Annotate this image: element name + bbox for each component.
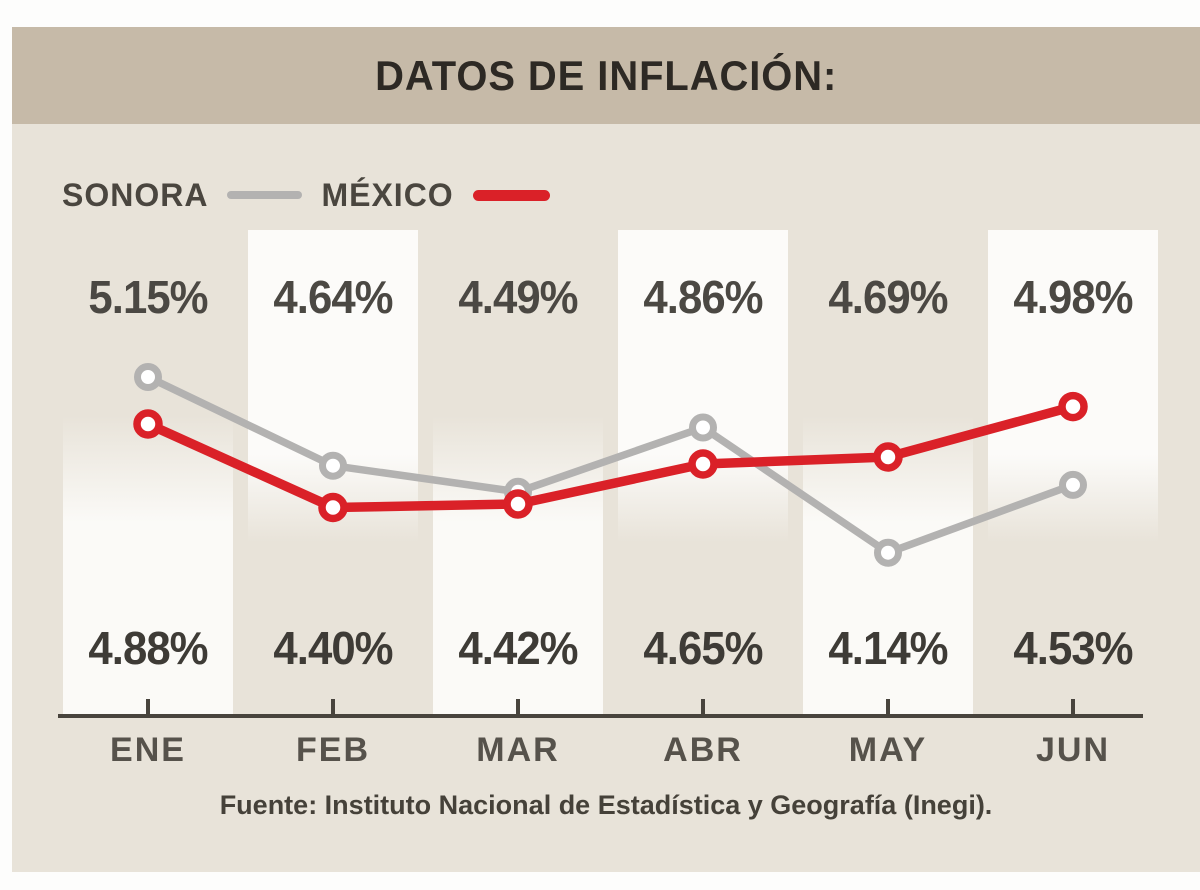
value-label-bottom-jun: 4.53%	[1013, 622, 1133, 674]
sonora-point-feb	[319, 451, 347, 480]
value-label-bottom-ene: 4.88%	[88, 622, 208, 674]
legend-swatch-sonora	[227, 191, 303, 199]
legend: SONORA MÉXICO	[62, 170, 550, 220]
sonora-point-may	[874, 538, 902, 567]
mexico-line	[143, 401, 1078, 513]
header-band: DATOS DE INFLACIÓN:	[12, 27, 1200, 124]
month-label-may: MAY	[848, 731, 928, 769]
value-label-top-jun: 4.98%	[1013, 271, 1133, 323]
sonora-point-jun	[1059, 470, 1087, 499]
mexico-point-abr	[688, 449, 718, 479]
inflation-infographic-panel: DATOS DE INFLACIÓN: SONORA MÉXICO 5.15% 4…	[12, 27, 1200, 872]
chart-title: DATOS DE INFLACIÓN:	[374, 51, 838, 99]
value-label-bottom-may: 4.14%	[828, 622, 948, 674]
mexico-point-may	[873, 442, 903, 472]
legend-label-mexico: MÉXICO	[321, 176, 454, 213]
sonora-line	[144, 373, 1077, 557]
source-note: Fuente: Instituto Nacional de Estadístic…	[219, 790, 993, 820]
legend-label-sonora: SONORA	[62, 176, 209, 213]
column-stripe-ene	[63, 230, 233, 718]
column-stripe-may	[803, 230, 973, 718]
mexico-point-mar	[503, 489, 533, 519]
value-label-bottom-feb: 4.40%	[273, 622, 393, 674]
value-label-top-feb: 4.64%	[273, 271, 393, 323]
value-label-bottom-mar: 4.42%	[458, 622, 578, 674]
value-label-top-abr: 4.86%	[643, 271, 763, 323]
month-label-jun: JUN	[1035, 731, 1111, 769]
value-label-top-may: 4.69%	[828, 271, 948, 323]
mexico-point-feb	[318, 492, 348, 523]
sonora-point-abr	[689, 413, 717, 442]
mexico-point-jun	[1058, 391, 1088, 422]
line-chart	[58, 363, 1143, 718]
mexico-point-ene	[133, 409, 163, 439]
month-label-mar: MAR	[476, 731, 560, 769]
legend-swatch-mexico	[472, 189, 550, 201]
month-label-feb: FEB	[296, 731, 370, 769]
sonora-point-ene	[134, 363, 162, 391]
month-label-ene: ENE	[110, 731, 186, 769]
value-label-top-mar: 4.49%	[458, 271, 578, 323]
month-label-abr: ABR	[663, 731, 743, 769]
value-label-bottom-abr: 4.65%	[643, 622, 763, 674]
value-label-top-ene: 5.15%	[88, 271, 208, 323]
